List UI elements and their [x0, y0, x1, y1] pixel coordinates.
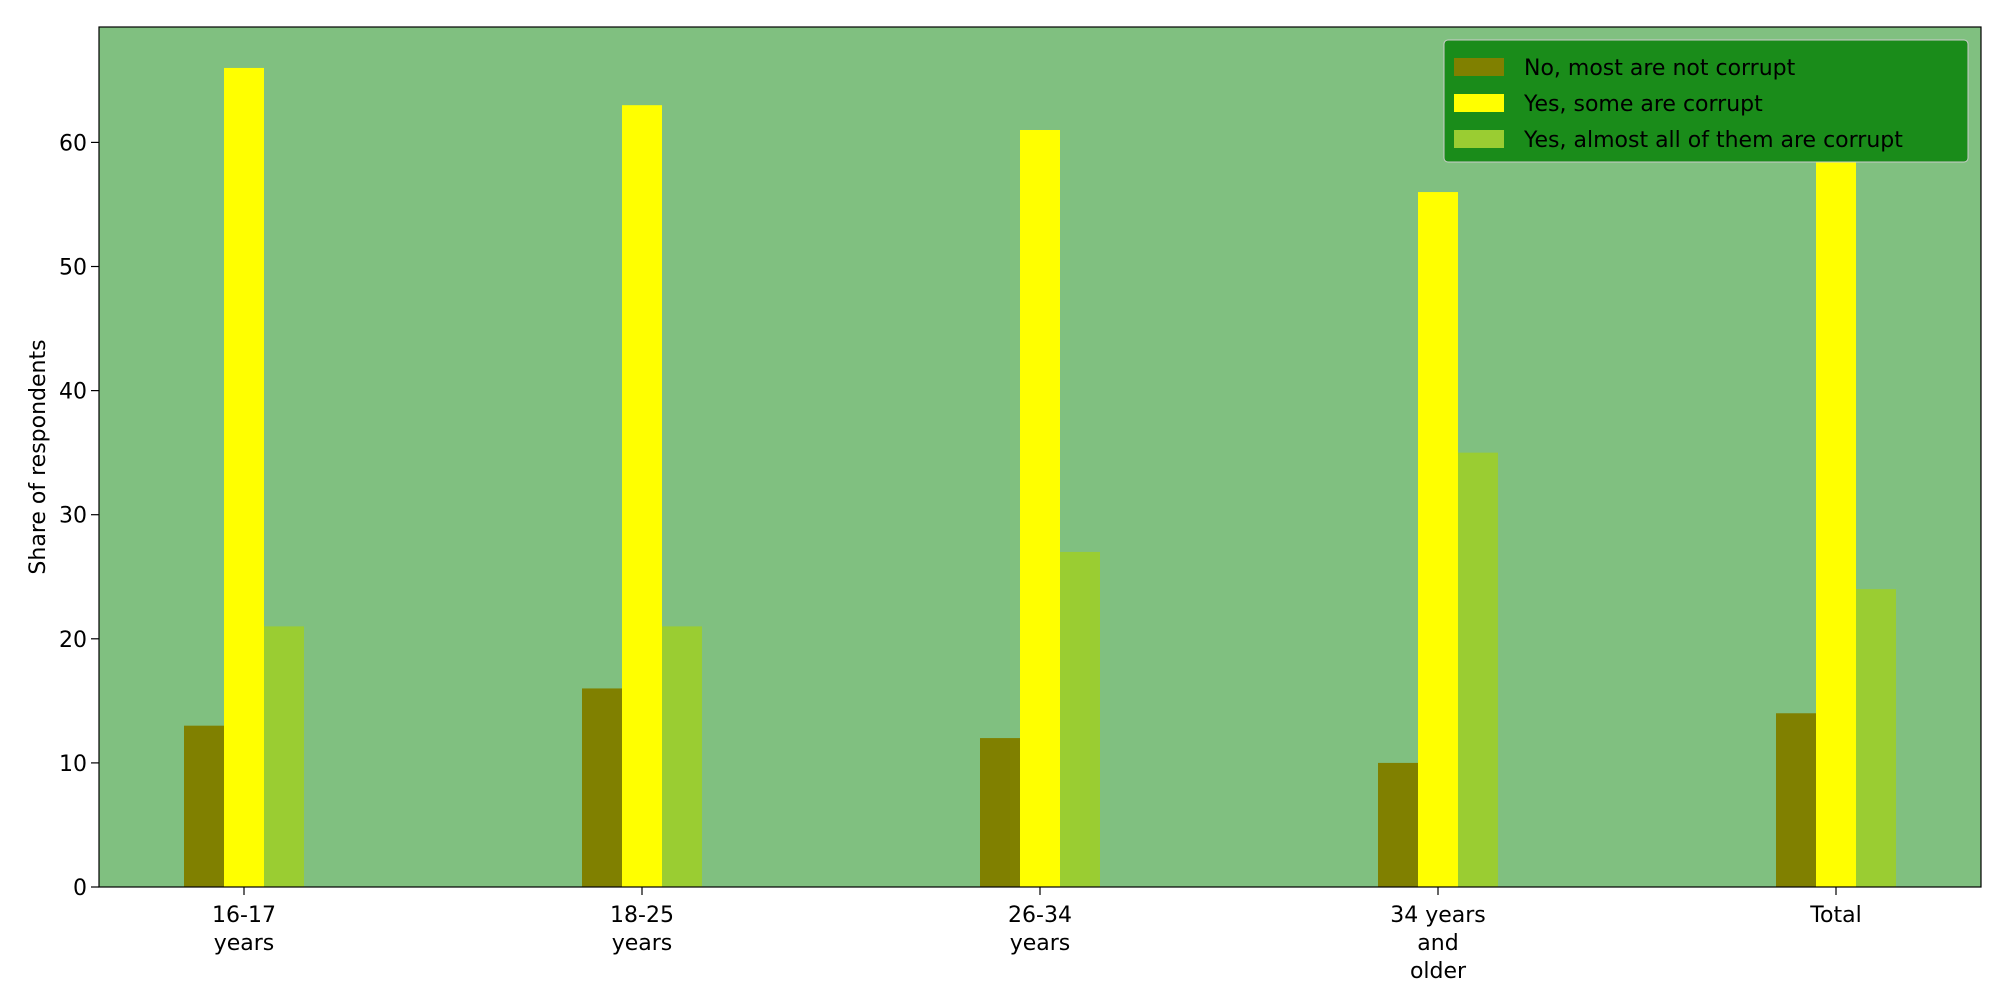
bar-series-1-cat-4 — [1378, 762, 1418, 887]
bar-series-1-cat-5 — [1776, 713, 1816, 887]
legend-box — [1443, 39, 1969, 163]
y-axis: 0 10 20 30 40 50 60 — [59, 131, 99, 901]
legend-swatch-2 — [1454, 94, 1504, 112]
legend-label-3: Yes, almost all of them are corrupt — [1523, 128, 1903, 153]
y-tick-label: 50 — [59, 256, 87, 281]
bar-series-1-cat-2 — [582, 688, 622, 887]
x-tick-label: 26-34 years — [1008, 903, 1072, 956]
bar-series-3-cat-1 — [264, 626, 304, 887]
bar-series-3-cat-5 — [1856, 589, 1896, 887]
bar-series-2-cat-5 — [1816, 117, 1856, 888]
bar-series-2-cat-4 — [1418, 192, 1458, 887]
y-tick-label: 40 — [59, 380, 87, 405]
y-tick-label: 10 — [59, 752, 87, 777]
y-tick-label: 0 — [73, 876, 87, 901]
x-tick-label: Total — [1809, 903, 1861, 928]
legend-swatch-1 — [1454, 58, 1504, 76]
y-tick-label: 20 — [59, 628, 87, 653]
legend-swatch-3 — [1454, 130, 1504, 148]
x-axis: 16-17 years 18-25 years 26-34 years 34 years an… — [212, 887, 1862, 984]
x-tick-label: 16-17 years — [212, 903, 276, 956]
bar-series-1-cat-1 — [184, 725, 224, 887]
y-tick-label: 60 — [59, 131, 87, 156]
bar-series-2-cat-1 — [224, 67, 264, 887]
bar-series-3-cat-2 — [662, 626, 702, 887]
x-tick-label: 18-25 years — [610, 903, 674, 956]
plot-frame — [98, 26, 1982, 888]
bars-group — [184, 67, 1896, 888]
bar-series-1-cat-3 — [980, 738, 1020, 887]
bar-series-3-cat-3 — [1060, 551, 1100, 887]
x-tick-label: 34 years and older — [1390, 903, 1486, 984]
bar-series-2-cat-3 — [1020, 130, 1060, 887]
y-tick-label: 30 — [59, 504, 87, 529]
y-axis-label: Share of respondents — [26, 339, 51, 574]
legend-label-1: No, most are not corrupt — [1524, 56, 1796, 81]
legend: No, most are not corrupt Yes, some are co… — [1443, 39, 1969, 163]
bar-series-2-cat-2 — [622, 105, 662, 887]
legend-label-2: Yes, some are corrupt — [1523, 92, 1763, 117]
bar-series-3-cat-4 — [1458, 452, 1498, 887]
